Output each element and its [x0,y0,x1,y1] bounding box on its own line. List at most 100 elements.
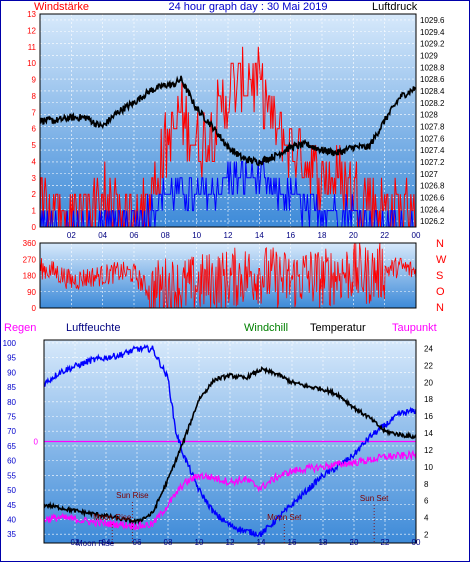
wind-tick-label: 1 [32,207,37,216]
humidity-tick-label: 45 [7,501,16,510]
compass-label: S [436,270,443,282]
hour-tick-label: 02 [71,538,80,547]
hour-tick-label: 20 [349,231,358,240]
wind-tick-label: 3 [32,174,37,183]
temp-humidity-series [44,344,416,538]
pressure-tick-label: 1026.6 [420,193,445,202]
hour-tick-label: 22 [381,538,390,547]
wind-pressure-border [39,13,417,228]
wind-pressure-x-ticks: 02 04 06 08 10 12 14 16 18 20 22 00 [67,231,421,240]
hour-tick-label: 06 [133,538,142,547]
rain-level-label: 0 [34,438,39,447]
temperature-tick-label: 8 [424,480,429,489]
pressure-tick-label: 1027.2 [420,158,445,167]
humidity-tick-label: 40 [7,515,16,524]
hour-tick-label: 12 [226,538,235,547]
pressure-tick-label: 1029.4 [420,28,445,37]
pressure-tick-label: 1026.2 [420,217,445,226]
wind-direction-border [39,242,417,309]
pressure-tick-label: 1027.8 [420,122,445,131]
temp-humidity-border [43,339,417,544]
humidity-tick-label: 35 [7,530,16,539]
humidity-tick-label: 80 [7,398,16,407]
wind-tick-label: 12 [27,26,36,35]
humidity-tick-label: 60 [7,457,16,466]
header-right-label: Luftdruck [372,1,418,13]
wind-tick-label: 0 [32,223,37,232]
legend-entry: Temperatur [310,322,366,334]
wind-tick-label: 8 [32,92,37,101]
wind-tick-label: 5 [32,141,37,150]
hour-tick-label: 14 [257,538,266,547]
annotation-label: Sun Rise [116,491,149,500]
legend-entry: Taupunkt [392,322,437,334]
pressure-tick-label: 1029.2 [420,40,445,49]
pressure-axis-right-ticks: 1026.2 1026.4 1026.6 1026.8 1027 1027.2 1027.4… [420,16,445,226]
series-temperatur [44,366,416,526]
wind-tick-label: 10 [27,59,36,68]
pressure-tick-label: 1027 [420,170,438,179]
hour-tick-label: 16 [286,231,295,240]
temperature-tick-label: 2 [424,531,429,540]
pressure-tick-label: 1029.6 [420,16,445,25]
temp-humidity-x-ticks: 02 04 06 08 10 12 14 16 18 20 22 00 [71,538,421,547]
humidity-tick-label: 50 [7,486,16,495]
sun-moon-annotations: Sun Rise Moon Rise Moon Set Sun Set Moon Ris… [76,491,389,548]
pressure-tick-label: 1028.6 [420,75,445,84]
humidity-tick-label: 100 [3,339,17,348]
hour-tick-label: 02 [67,231,76,240]
series-wind-gust [40,46,416,227]
annotation-label: Sun Set [360,494,389,503]
legend-entry: Regen [4,322,36,334]
hour-tick-label: 10 [192,231,201,240]
temperature-tick-label: 24 [424,344,433,353]
direction-tick-label: 90 [27,288,36,297]
series-luftdruck [40,75,416,167]
compass-label: O [436,286,445,298]
hour-tick-label: 04 [98,231,107,240]
temperature-tick-label: 12 [424,446,433,455]
wind-tick-label: 7 [32,108,37,117]
series-taupunkt [44,449,416,531]
direction-tick-label: 360 [23,239,37,248]
temperature-tick-label: 10 [424,463,433,472]
hour-tick-label: 14 [255,231,264,240]
wind-tick-label: 6 [32,125,37,134]
pressure-tick-label: 1028 [420,111,438,120]
temperature-tick-label: 20 [424,378,433,387]
hour-tick-label: 08 [164,538,173,547]
temp-humidity-legend: Regen Luftfeuchte Windchill Temperatur Taupu… [4,322,437,334]
temperature-tick-label: 22 [424,361,433,370]
humidity-tick-label: 65 [7,442,16,451]
series-wind-mean [40,161,415,227]
hour-tick-label: 18 [318,231,327,240]
pressure-tick-label: 1026.4 [420,205,445,214]
humidity-tick-label: 85 [7,383,16,392]
compass-label: N [436,238,444,250]
humidity-axis-left-ticks: 35 40 45 50 55 60 65 70 75 80 85 90 95 100 [3,339,17,539]
wind-tick-label: 9 [32,76,37,85]
series-luftfeuchte [44,344,416,538]
hour-tick-label: 20 [350,538,359,547]
humidity-tick-label: 95 [7,354,16,363]
temperature-tick-label: 4 [424,514,429,523]
hour-tick-label: 10 [195,538,204,547]
hour-tick-label: 08 [161,231,170,240]
direction-tick-label: 0 [32,304,37,313]
legend-entry: Windchill [244,322,288,334]
wind-tick-label: 11 [28,43,37,52]
pressure-tick-label: 1028.4 [420,87,445,96]
temperature-tick-label: 6 [424,497,429,506]
wind-tick-label: 2 [32,190,37,199]
annotation-label: Moon Set [267,513,302,522]
wind-tick-label: 13 [27,10,36,19]
pressure-tick-label: 1028.8 [420,63,445,72]
hour-tick-label: 16 [288,538,297,547]
series-windrichtung [40,243,416,308]
humidity-tick-label: 70 [7,427,16,436]
humidity-tick-label: 55 [7,471,16,480]
chart-title: 24 hour graph day : 30 Mai 2019 [168,1,327,13]
